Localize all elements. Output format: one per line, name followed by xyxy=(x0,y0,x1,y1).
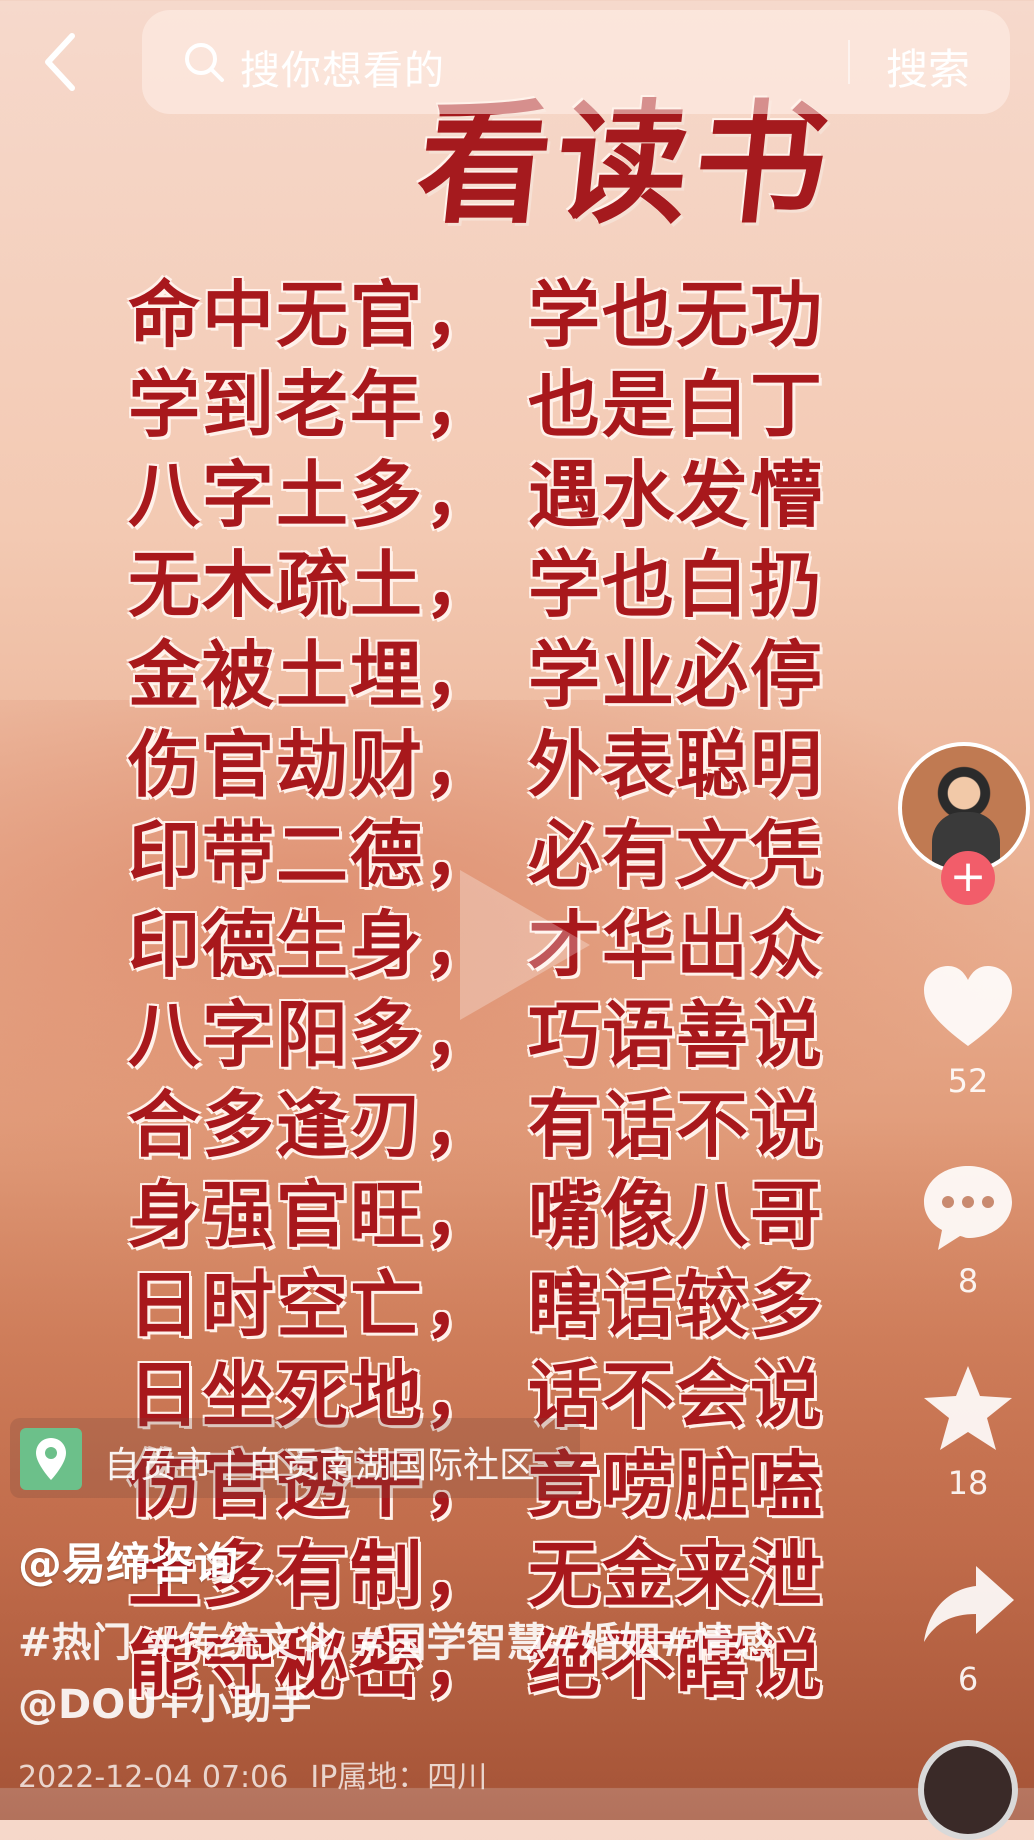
star-icon xyxy=(924,1366,1012,1450)
poem-line: 合多逢刃， 有话不说 xyxy=(128,1080,888,1170)
play-icon[interactable] xyxy=(440,860,600,1030)
favorite-button[interactable]: 18 xyxy=(916,1360,1020,1502)
location-pin-icon xyxy=(20,1428,82,1490)
poem-line-first-half: 土多有制， xyxy=(128,1533,499,1617)
poem-line-first-half: 命中无官， xyxy=(128,273,499,357)
heart-icon xyxy=(924,966,1012,1046)
background-mountains xyxy=(0,1120,1034,1820)
search-button[interactable]: 搜索 xyxy=(886,45,971,94)
like-button[interactable]: 52 xyxy=(916,958,1020,1100)
poem-line: 伤官透干， 竟唠脏嗑 xyxy=(128,1440,888,1530)
poem-line-second-half: 也是白丁 xyxy=(528,363,825,447)
music-disc[interactable] xyxy=(918,1740,1018,1840)
poem-line-first-half: 八字土多， xyxy=(128,453,499,537)
poem-line-second-half: 外表聪明 xyxy=(528,723,825,807)
post-datetime: 2022-12-04 07:06 xyxy=(18,1760,289,1795)
poem-line: 印德生身， 才华出众 xyxy=(128,900,888,990)
poem-line-second-half: 嘴像八哥 xyxy=(528,1173,825,1257)
favorite-count: 18 xyxy=(947,1464,989,1502)
poem-line-second-half: 遇水发懵 xyxy=(528,453,825,537)
poem-line: 学到老年， 也是白丁 xyxy=(128,360,888,450)
poem-line: 金被土埋， 学业必停 xyxy=(128,630,888,720)
poem-line: 命中无官， 学也无功 xyxy=(128,270,888,360)
comment-button[interactable]: 8 xyxy=(916,1158,1020,1300)
poem-line-first-half: 金被土埋， xyxy=(128,633,499,717)
search-divider xyxy=(848,40,850,84)
poem-line: 八字阳多， 巧语善说 xyxy=(128,990,888,1080)
ip-location: IP属地：四川 xyxy=(310,1760,488,1795)
poem-line-second-half: 学业必停 xyxy=(528,633,825,717)
poem-line-second-half: 巧语善说 xyxy=(528,993,825,1077)
poem-line: 日时空亡， 瞎话较多 xyxy=(128,1260,888,1350)
poem-line-first-half: 学到老年， xyxy=(128,363,499,447)
poem-line-second-half: 绝不瞎说 xyxy=(528,1623,825,1707)
poster-poem: 命中无官， 学也无功 学到老年， 也是白丁 八字土多， 遇水发懵 无木疏土， 学也白扔 金被土埋… xyxy=(128,270,888,1710)
search-icon xyxy=(185,43,224,82)
poem-line-first-half: 印带二德， xyxy=(128,813,499,897)
like-count: 52 xyxy=(947,1062,989,1100)
comment-count: 8 xyxy=(957,1262,979,1300)
poem-line-second-half: 瞎话较多 xyxy=(528,1263,825,1347)
poem-line: 八字土多， 遇水发懵 xyxy=(128,450,888,540)
background-haze xyxy=(0,700,1034,1200)
share-arrow-icon xyxy=(924,1566,1014,1642)
poem-line-second-half: 无金来泄 xyxy=(528,1533,825,1617)
location-text: 自贡市 | 自贡南湖国际社区 xyxy=(104,1445,536,1486)
poem-line-first-half: 伤官劫财， xyxy=(128,723,499,807)
poem-line: 身强官旺， 嘴像八哥 xyxy=(128,1170,888,1260)
poem-line-second-half: 学也无功 xyxy=(528,273,825,357)
search-bar[interactable]: 搜你想看的 搜索 xyxy=(142,10,1010,114)
post-meta: 2022-12-04 07:06 IP属地：四川 xyxy=(18,1752,487,1796)
poem-line-first-half: 日时空亡， xyxy=(128,1263,499,1347)
location-tag[interactable]: 自贡市 | 自贡南湖国际社区 xyxy=(10,1418,580,1498)
poem-line-first-half: 八字阳多， xyxy=(128,993,499,1077)
poem-line-first-half: 伤官透干， xyxy=(128,1443,499,1527)
poem-line-first-half: 无木疏土， xyxy=(128,543,499,627)
poem-line: 日坐死地， 话不会说 xyxy=(128,1350,888,1440)
top-bar: 搜你想看的 搜索 xyxy=(0,10,1034,114)
follow-button[interactable]: + xyxy=(941,851,995,905)
poem-line-second-half: 必有文凭 xyxy=(528,813,825,897)
chevron-left-icon xyxy=(45,33,75,91)
poem-line: 土多有制， 无金来泄 xyxy=(128,1530,888,1620)
author-name[interactable]: @易缔咨询 xyxy=(18,1539,238,1590)
poem-line-second-half: 有话不说 xyxy=(528,1083,825,1167)
poem-line-second-half: 才华出众 xyxy=(528,903,825,987)
share-button[interactable]: 6 xyxy=(916,1556,1020,1698)
search-input[interactable]: 搜你想看的 xyxy=(240,48,445,94)
poem-line-first-half: 合多逢刃， xyxy=(128,1083,499,1167)
poem-line: 伤官劫财， 外表聪明 xyxy=(128,720,888,810)
share-count: 6 xyxy=(957,1660,979,1698)
poem-line-second-half: 话不会说 xyxy=(528,1353,825,1437)
poem-line-first-half: 日坐死地， xyxy=(128,1353,499,1437)
poem-line-second-half: 竟唠脏嗑 xyxy=(528,1443,825,1527)
poem-line-second-half: 学也白扔 xyxy=(528,543,825,627)
back-button[interactable] xyxy=(30,32,90,92)
video-caption[interactable]: #热门 #传统文化 #国学智慧#婚姻#情感@DOU+小助手 xyxy=(18,1620,774,1728)
comment-icon xyxy=(924,1166,1012,1250)
poem-line-first-half: 印德生身， xyxy=(128,903,499,987)
poem-line: 无木疏土， 学也白扔 xyxy=(128,540,888,630)
poem-line-first-half: 能守秘密， xyxy=(128,1623,499,1707)
poem-line: 能守秘密， 绝不瞎说 xyxy=(128,1620,888,1710)
poem-line: 印带二德， 必有文凭 xyxy=(128,810,888,900)
poem-line-first-half: 身强官旺， xyxy=(128,1173,499,1257)
